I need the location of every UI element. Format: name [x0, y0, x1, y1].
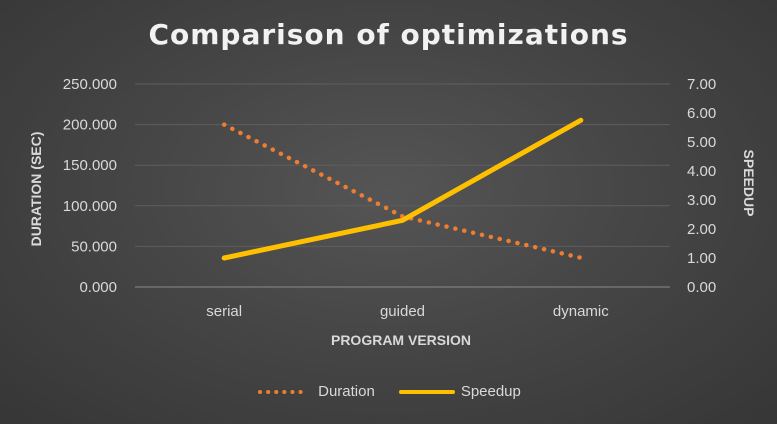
- left-tick-label: 100.000: [63, 198, 117, 215]
- right-tick-label: 1.00: [687, 250, 716, 267]
- speedup-legend-swatch: [398, 389, 455, 394]
- legend-label-duration: Duration: [318, 383, 375, 400]
- chart-title: Comparison of optimizations: [148, 18, 629, 51]
- left-tick-label: 200.000: [63, 117, 117, 134]
- left-tick-label: 250.000: [63, 76, 117, 93]
- speedup-line: [221, 117, 584, 261]
- right-axis-ticks: 0.00 1.00 2.00 3.00 4.00 5.00 6.00 7.00: [687, 76, 716, 296]
- x-axis-title: PROGRAM VERSION: [331, 332, 471, 348]
- duration-line: [221, 122, 584, 261]
- right-tick-label: 4.00: [687, 163, 716, 180]
- gridlines: [135, 83, 670, 288]
- x-tick-label: guided: [380, 303, 425, 320]
- legend-label-speedup: Speedup: [460, 383, 521, 400]
- legend-item-speedup: Speedup: [398, 383, 521, 400]
- x-tick-label: serial: [206, 303, 242, 320]
- right-tick-label: 0.00: [687, 279, 716, 296]
- legend: Duration Speedup: [0, 383, 777, 400]
- x-tick-label: dynamic: [553, 303, 609, 320]
- left-tick-label: 0.000: [79, 279, 117, 296]
- y-axis-title: DURATION (SEC): [28, 132, 44, 247]
- left-tick-label: 150.000: [63, 157, 117, 174]
- right-tick-label: 7.00: [687, 76, 716, 93]
- left-tick-label: 50.000: [71, 238, 117, 255]
- right-tick-label: 2.00: [687, 221, 716, 238]
- right-tick-label: 5.00: [687, 134, 716, 151]
- duration-legend-swatch: [258, 389, 311, 394]
- right-tick-label: 3.00: [687, 192, 716, 209]
- y2-axis-title: SPEEDUP: [741, 150, 757, 217]
- series-lines: [221, 117, 584, 261]
- legend-item-duration: Duration: [256, 383, 375, 400]
- right-tick-label: 6.00: [687, 105, 716, 122]
- x-axis-ticks: serial guided dynamic: [206, 303, 609, 320]
- left-axis-ticks: 0.000 50.000 100.000 150.000 200.000 250.000: [63, 76, 117, 296]
